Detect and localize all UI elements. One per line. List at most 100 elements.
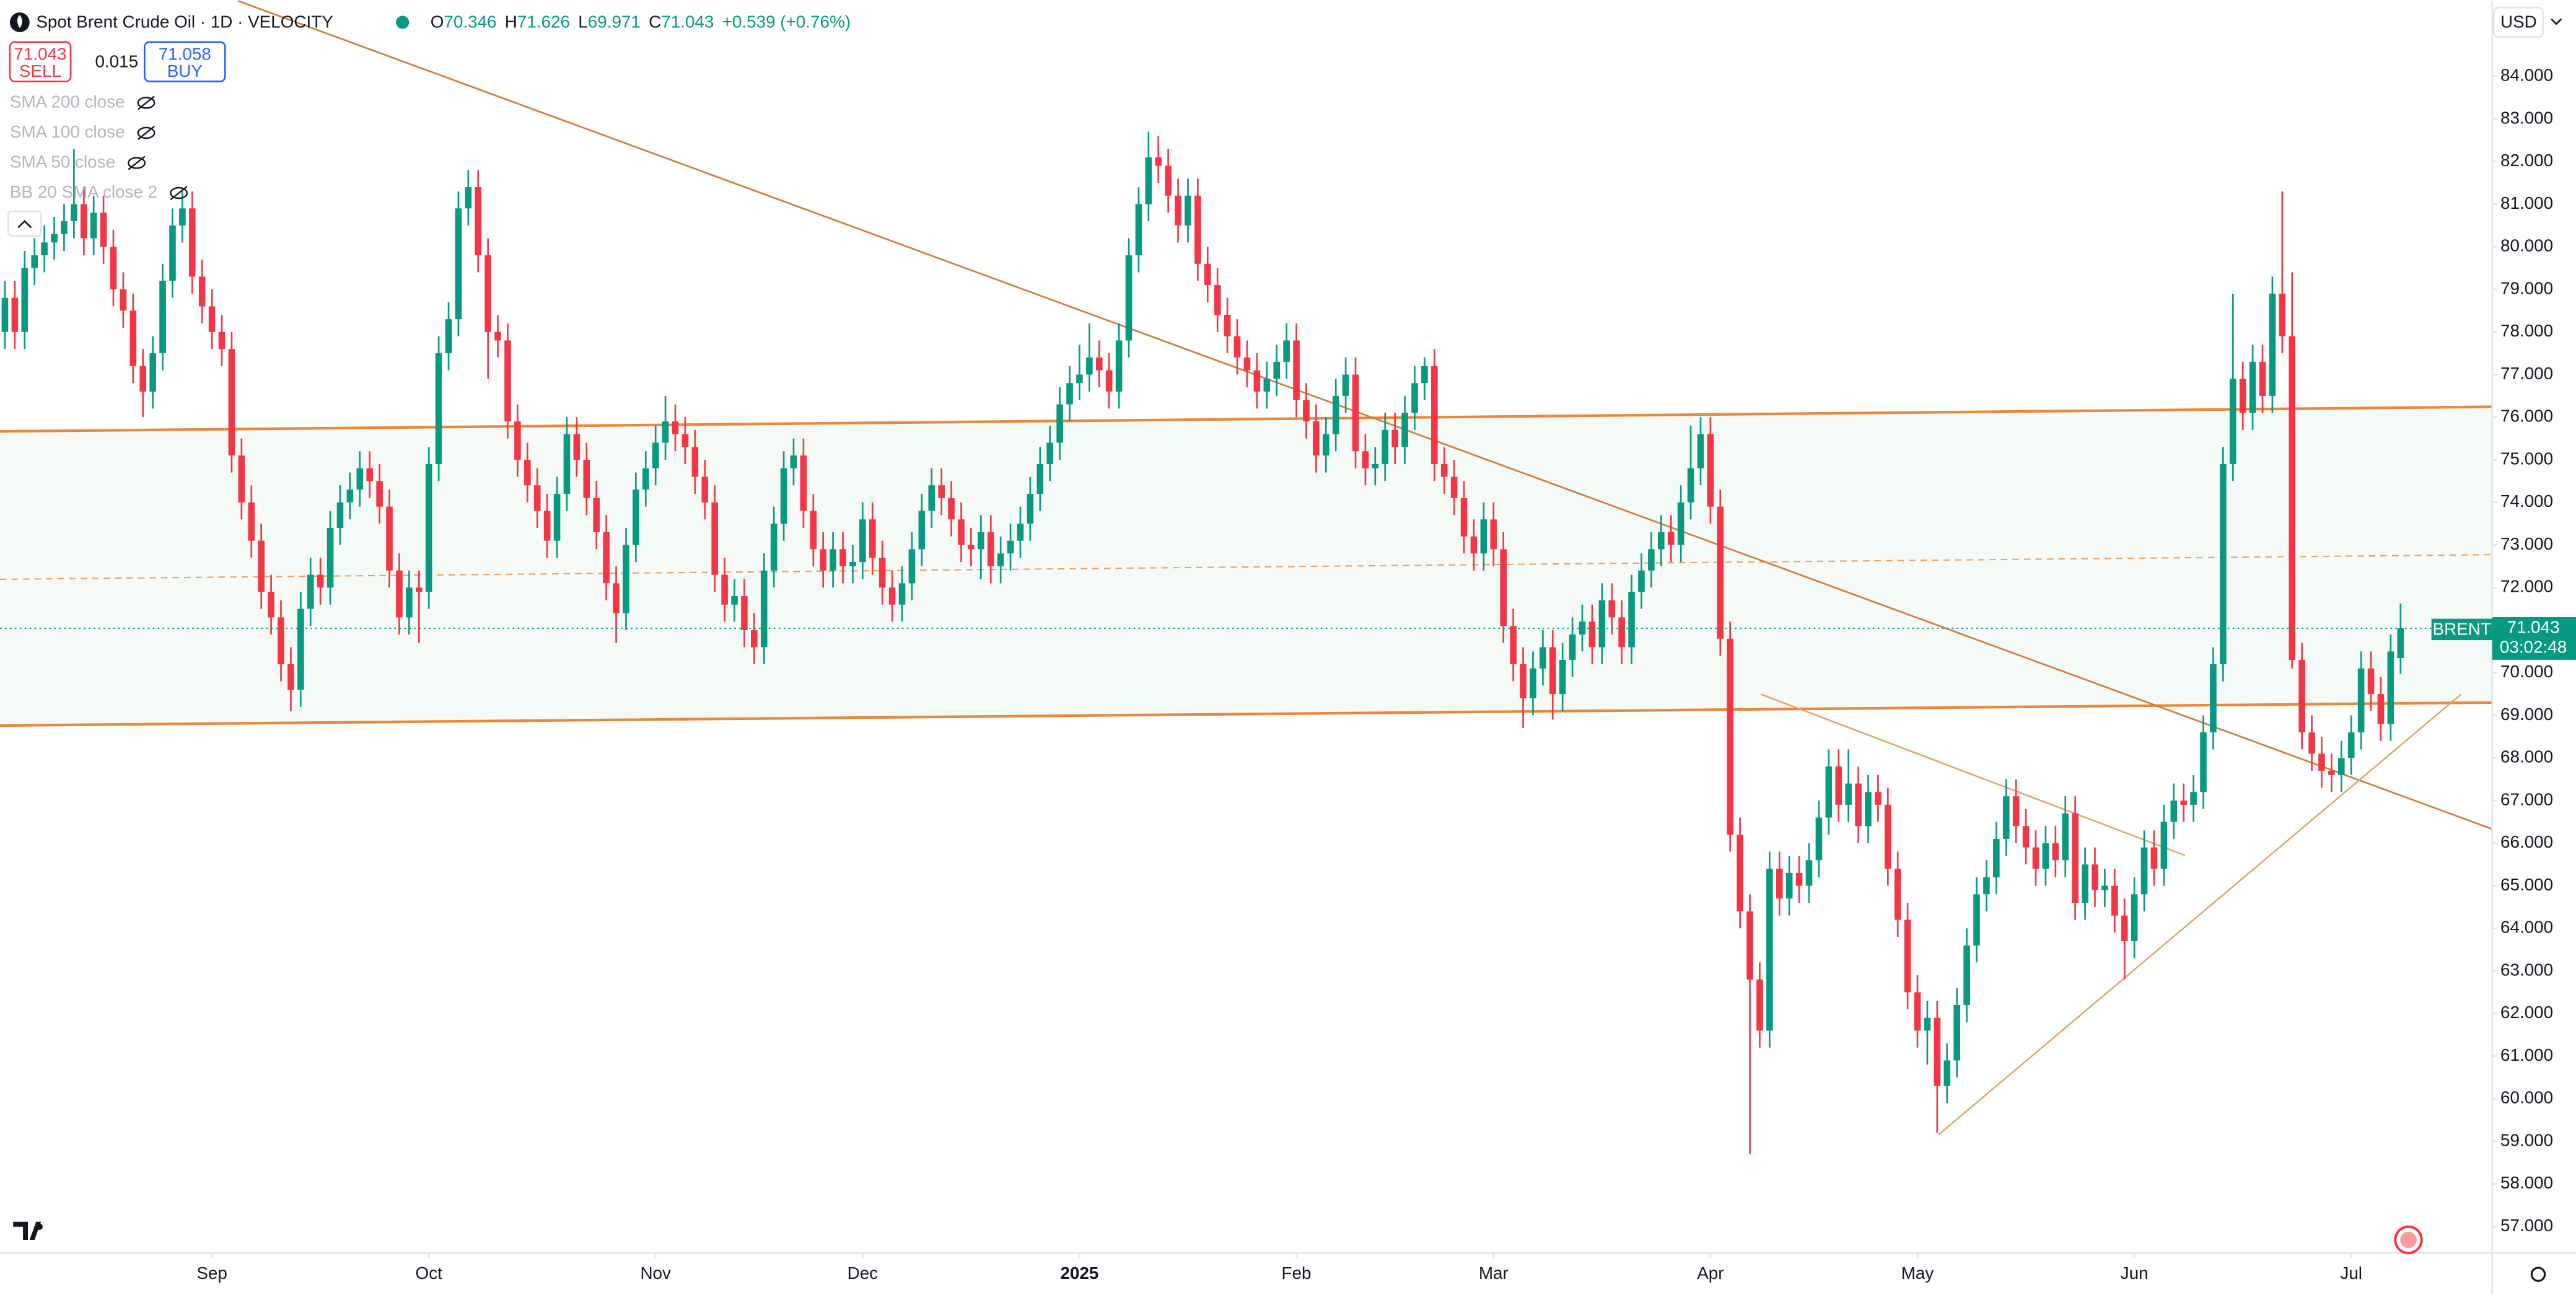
candle-body — [2239, 379, 2246, 413]
candle-body — [504, 340, 511, 422]
candle-body — [80, 204, 87, 239]
candle-body — [2180, 801, 2187, 805]
candle-body — [2337, 758, 2345, 775]
candle-body — [2220, 463, 2227, 665]
candle-body — [435, 353, 442, 464]
candle-body — [741, 596, 748, 631]
candle-body — [968, 545, 975, 550]
candle-body — [169, 225, 176, 281]
candle-body — [100, 213, 107, 247]
candle-body — [1953, 1005, 1960, 1061]
candle-body — [1707, 434, 1714, 507]
trendline — [1761, 693, 2186, 856]
candle-body — [445, 319, 452, 354]
y-tick-label: 59.000 — [2500, 1130, 2553, 1149]
candle-body — [1185, 195, 1191, 226]
candle-body — [731, 596, 738, 605]
candle-body — [376, 481, 383, 507]
candle-body — [41, 242, 48, 255]
candle-body — [1273, 361, 1281, 379]
visibility-icon — [128, 156, 146, 170]
visibility-icon[interactable] — [137, 126, 156, 139]
x-tick-label: Nov — [640, 1263, 671, 1283]
candle-body — [1746, 911, 1753, 980]
candle-body — [978, 532, 984, 550]
candles — [0, 131, 2492, 1154]
countdown: 03:02:48 — [2500, 638, 2567, 657]
candle-body — [51, 234, 58, 243]
candle-body — [208, 306, 216, 332]
indicator-label: SMA 50 close — [10, 152, 115, 171]
y-tick-label: 78.000 — [2500, 321, 2553, 340]
candle-body — [1233, 336, 1241, 358]
candle-body — [1845, 783, 1852, 805]
candle-body — [2170, 801, 2178, 822]
candle-body — [681, 434, 689, 447]
settings-icon[interactable] — [2530, 1266, 2546, 1282]
candle-body — [2022, 826, 2030, 848]
x-axis: Sep Oct Nov Dec 2025 Feb Mar Apr May Jun Jul — [196, 1253, 2362, 1283]
y-tick-label: 57.000 — [2500, 1216, 2553, 1235]
candle-body — [859, 519, 866, 563]
candle-body — [780, 468, 787, 524]
candle-body — [268, 592, 274, 618]
candle-body — [1283, 340, 1290, 362]
y-tick-label: 70.000 — [2500, 662, 2553, 681]
candle-body — [2062, 813, 2069, 861]
candle-body — [2150, 847, 2158, 869]
collapse-button[interactable] — [7, 210, 42, 237]
candle-body — [1648, 549, 1655, 571]
candle-body — [2190, 792, 2197, 805]
y-tick-label: 72.000 — [2500, 577, 2553, 596]
range-bottom — [0, 701, 2492, 727]
sell-price: 71.043 — [14, 44, 66, 63]
candle-body — [90, 213, 97, 239]
flag-icon — [2400, 1231, 2417, 1249]
candle-body — [1835, 766, 1842, 805]
currency-button[interactable] — [2493, 6, 2544, 38]
ohlc-label: L — [578, 12, 587, 32]
candle-body — [2259, 361, 2266, 396]
candle-body — [691, 447, 699, 477]
y-tick-label: 76.000 — [2500, 406, 2553, 426]
last-price-tag — [2492, 617, 2576, 660]
candle-body — [2298, 660, 2305, 733]
sell-button[interactable] — [9, 41, 72, 82]
candle-body — [1894, 869, 1901, 920]
candle-body — [563, 434, 571, 494]
candle-body — [1520, 664, 1527, 699]
candle-body — [603, 532, 610, 584]
candle-body — [1737, 835, 1743, 911]
candle-body — [573, 434, 580, 460]
y-tick-label: 62.000 — [2500, 1003, 2553, 1022]
sell-label: SELL — [19, 61, 61, 81]
visibility-icon[interactable] — [170, 187, 188, 200]
candle-body — [386, 506, 393, 571]
y-tick-label: 68.000 — [2500, 747, 2553, 766]
ohlc-value: 69.971 — [588, 12, 641, 32]
candle-body — [1618, 617, 1625, 648]
candle-body — [928, 485, 935, 511]
visibility-icon — [170, 185, 188, 201]
candle-body — [1559, 660, 1566, 695]
candle-body — [336, 502, 344, 529]
candle-body — [475, 187, 482, 255]
candle-body — [258, 540, 265, 592]
symbol-icon — [17, 15, 22, 29]
candle-body — [987, 532, 994, 566]
ohlc-value: 70.346 — [444, 12, 496, 32]
visibility-icon[interactable] — [128, 157, 146, 169]
x-tick-label: May — [1901, 1263, 1934, 1283]
candle-body — [672, 421, 679, 434]
visibility-icon[interactable] — [137, 97, 156, 109]
buy-label: BUY — [167, 61, 203, 81]
buy-button[interactable] — [144, 41, 226, 82]
ohlc: O70.346 H71.626 L69.971 C71.043 +0.539 (+0.7… — [431, 12, 851, 32]
candle-body — [21, 268, 28, 332]
candle-body — [1027, 493, 1034, 524]
candle-body — [1914, 992, 1921, 1031]
candle-body — [2131, 894, 2138, 941]
candle-body — [2279, 293, 2286, 336]
candle-body — [543, 511, 551, 541]
candle-body — [2357, 668, 2365, 733]
